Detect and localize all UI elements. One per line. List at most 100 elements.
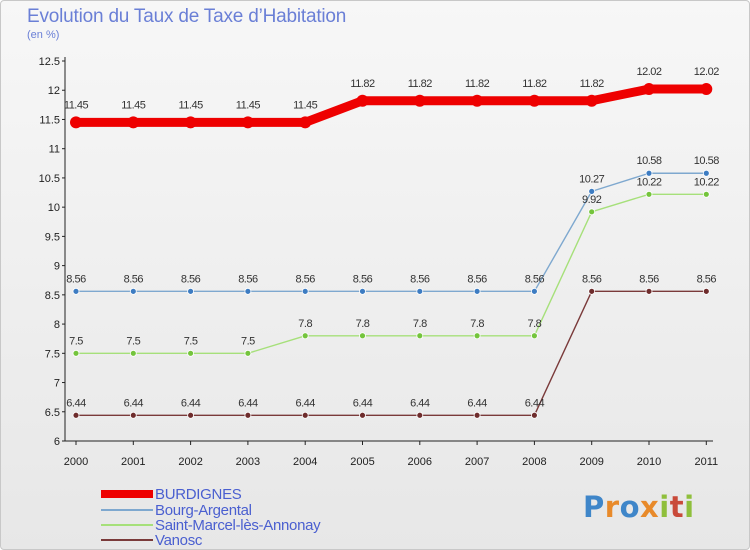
data-label: 9.92 <box>582 194 602 206</box>
data-label: 10.58 <box>636 155 661 167</box>
data-label: 8.56 <box>525 273 545 285</box>
legend-swatch-saint-marcel <box>101 524 153 526</box>
data-label: 11.45 <box>64 99 89 111</box>
x-tick-label: 2010 <box>637 456 661 468</box>
x-tick-label: 2003 <box>236 456 260 468</box>
data-point <box>72 287 80 295</box>
data-label: 10.22 <box>636 176 661 188</box>
data-label: 6.44 <box>238 397 258 409</box>
x-tick-label: 2007 <box>465 456 489 468</box>
data-label: 8.56 <box>66 273 86 285</box>
data-label: 11.82 <box>580 78 605 90</box>
data-point <box>473 332 481 340</box>
legend-label-bourg-argental: Bourg-Argental <box>155 502 252 519</box>
data-label: 11.45 <box>236 99 261 111</box>
data-label: 11.82 <box>465 78 490 90</box>
data-point <box>241 116 254 129</box>
data-label: 11.82 <box>408 78 433 90</box>
y-tick-label: 8.5 <box>45 290 60 302</box>
y-tick-label: 12 <box>48 85 60 97</box>
legend-label-burdignes: BURDIGNES <box>155 486 242 503</box>
data-point <box>531 332 538 340</box>
data-label: 8.56 <box>238 273 258 285</box>
data-point <box>70 116 82 129</box>
chart-title: Evolution du Taux de Taxe d’Habitation <box>27 6 347 27</box>
data-point <box>473 287 481 295</box>
chart-axes: 6 6.5 7 7.5 8 8.5 9 9.5 10 10.5 11 11.5 12 12.5 2000 20… <box>39 56 719 468</box>
y-tick-label: 7.5 <box>45 348 60 360</box>
y-tick-label: 6.5 <box>45 407 60 419</box>
data-label: 6.44 <box>410 397 430 409</box>
logo-letter: x <box>640 490 660 524</box>
series-line-1 <box>75 172 707 293</box>
data-label: 8.56 <box>181 273 201 285</box>
data-label: 11.45 <box>121 99 146 111</box>
proxiti-logo: Proxiti <box>583 490 695 524</box>
data-label: 6.44 <box>525 397 545 409</box>
logo-letter: i <box>659 490 670 524</box>
data-label: 7.8 <box>470 318 484 330</box>
logo-letter: i <box>684 490 695 524</box>
logo-letter: o <box>619 490 641 524</box>
data-point <box>531 287 538 295</box>
data-point <box>413 94 426 107</box>
data-point <box>244 411 252 419</box>
data-label: 6.44 <box>124 397 144 409</box>
legend-swatch-vanosc <box>101 539 153 541</box>
data-point <box>416 332 424 340</box>
series-line-3 <box>75 290 707 416</box>
y-tick-label: 11.5 <box>39 114 60 126</box>
data-label: 7.8 <box>356 318 370 330</box>
data-point <box>359 411 366 419</box>
data-point <box>702 190 710 198</box>
data-label: 12.02 <box>636 66 661 78</box>
data-label: 6.44 <box>181 397 201 409</box>
y-tick-label: 9.5 <box>45 231 60 243</box>
data-label: 7.8 <box>528 318 542 330</box>
legend-swatch-burdignes <box>101 490 153 498</box>
data-label: 7.8 <box>298 318 312 330</box>
x-tick-label: 2004 <box>293 456 317 468</box>
data-point <box>129 349 137 357</box>
data-label: 10.58 <box>694 155 719 167</box>
logo-letter: t <box>669 490 685 524</box>
data-point <box>585 94 598 107</box>
x-tick-label: 2011 <box>694 456 718 468</box>
logo-letter: r <box>604 490 620 524</box>
data-label: 8.56 <box>697 273 717 285</box>
data-label: 11.45 <box>293 99 318 111</box>
x-tick-label: 2005 <box>350 456 374 468</box>
data-label: 8.56 <box>295 273 315 285</box>
data-point <box>187 287 195 295</box>
data-label: 11.45 <box>178 99 203 111</box>
series-line-2 <box>75 193 707 355</box>
y-tick-label: 7 <box>54 378 60 390</box>
data-label: 10.22 <box>694 176 719 188</box>
data-point <box>645 190 653 198</box>
data-point <box>129 411 137 419</box>
data-point <box>127 116 140 129</box>
y-tick-label: 8 <box>54 319 60 331</box>
series-layer <box>70 83 713 419</box>
y-tick-label: 11 <box>49 144 60 156</box>
x-tick-label: 2008 <box>522 456 546 468</box>
data-label: 12.02 <box>694 66 719 78</box>
data-point <box>301 287 309 295</box>
series-line-0 <box>71 84 711 127</box>
y-tick-label: 10.5 <box>39 173 60 185</box>
data-point <box>700 83 713 96</box>
data-point <box>473 411 481 419</box>
data-point <box>301 332 309 340</box>
data-label: 11.82 <box>350 78 375 90</box>
data-point <box>129 287 137 295</box>
data-point <box>356 94 369 107</box>
y-tick-label: 9 <box>54 261 60 273</box>
data-label: 8.56 <box>410 273 430 285</box>
data-point <box>531 411 538 419</box>
data-label: 8.56 <box>467 273 487 285</box>
data-label: 8.56 <box>582 273 602 285</box>
data-point <box>187 349 195 357</box>
data-label: 8.56 <box>124 273 144 285</box>
